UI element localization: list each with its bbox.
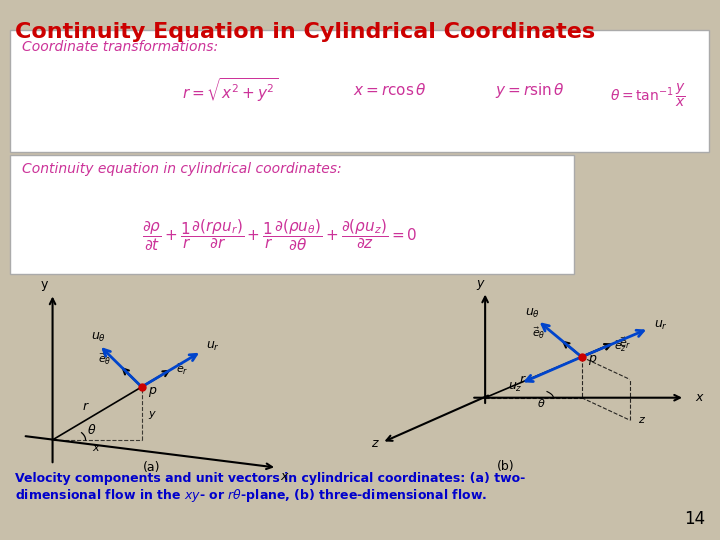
Text: x: x: [696, 391, 703, 404]
Text: (a): (a): [143, 461, 161, 474]
Text: $\vec{e}_r$: $\vec{e}_r$: [176, 362, 189, 377]
Text: y: y: [148, 409, 155, 419]
Text: (b): (b): [497, 460, 515, 473]
Text: z: z: [372, 437, 378, 450]
Text: Velocity components and unit vectors in cylindrical coordinates: (a) two-: Velocity components and unit vectors in …: [15, 472, 526, 485]
Text: $\dfrac{\partial\rho}{\partial t} + \dfrac{1}{r}\dfrac{\partial(r\rho u_r)}{\par: $\dfrac{\partial\rho}{\partial t} + \dfr…: [143, 217, 418, 253]
Text: $u_\theta$: $u_\theta$: [525, 307, 540, 320]
Text: $u_z$: $u_z$: [508, 381, 523, 394]
Text: $\vec{e}_z$: $\vec{e}_z$: [613, 338, 626, 354]
Text: $\vec{e}_\theta$: $\vec{e}_\theta$: [532, 325, 546, 341]
Text: $r = \sqrt{x^2 + y^2}$: $r = \sqrt{x^2 + y^2}$: [182, 76, 278, 104]
Text: $y = r\sin\theta$: $y = r\sin\theta$: [495, 80, 565, 99]
Text: dimensional flow in the $xy$- or $r\theta$-plane, (b) three-dimensional flow.: dimensional flow in the $xy$- or $r\thet…: [15, 487, 487, 504]
Text: $\vec{e}_\theta$: $\vec{e}_\theta$: [98, 352, 112, 367]
Text: Continuity equation in cylindrical coordinates:: Continuity equation in cylindrical coord…: [22, 162, 341, 176]
Text: Coordinate transformations:: Coordinate transformations:: [22, 40, 218, 54]
Text: $\theta$: $\theta$: [537, 397, 545, 409]
Text: Continuity Equation in Cylindrical Coordinates: Continuity Equation in Cylindrical Coord…: [15, 22, 595, 42]
Text: r: r: [520, 374, 525, 387]
Text: p: p: [148, 384, 156, 397]
Text: r: r: [82, 400, 87, 413]
Text: x: x: [280, 470, 287, 483]
Text: y: y: [41, 278, 48, 291]
Text: $\theta = \tan^{-1}\dfrac{y}{x}$: $\theta = \tan^{-1}\dfrac{y}{x}$: [610, 82, 686, 109]
Text: 14: 14: [684, 510, 705, 528]
Text: z: z: [638, 415, 644, 426]
Text: $\vec{e}_r$: $\vec{e}_r$: [619, 335, 632, 350]
Text: p: p: [588, 352, 596, 365]
Text: $x = r\cos\theta$: $x = r\cos\theta$: [354, 82, 427, 98]
Text: y: y: [476, 277, 483, 290]
Text: $u_r$: $u_r$: [205, 340, 220, 353]
FancyBboxPatch shape: [10, 30, 709, 152]
Text: $\theta$: $\theta$: [87, 423, 96, 437]
FancyBboxPatch shape: [10, 155, 574, 274]
Text: x: x: [92, 443, 99, 453]
Text: $u_r$: $u_r$: [654, 319, 668, 332]
Text: $u_\theta$: $u_\theta$: [91, 331, 107, 344]
